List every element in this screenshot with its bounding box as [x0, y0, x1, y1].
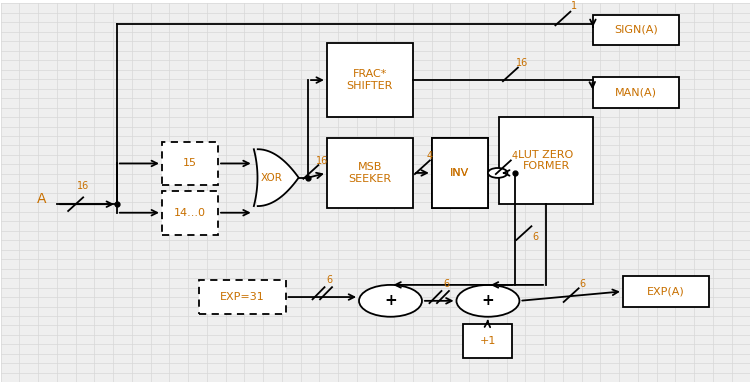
Text: EXP=31: EXP=31	[220, 292, 265, 302]
Text: 1: 1	[571, 2, 578, 11]
Text: +: +	[384, 293, 397, 308]
Bar	[463, 324, 512, 358]
Text: 4: 4	[511, 151, 517, 161]
Text: LUT ZERO
FORMER: LUT ZERO FORMER	[518, 150, 574, 172]
Text: EXP(A): EXP(A)	[647, 286, 685, 296]
Text: XOR: XOR	[261, 173, 283, 183]
Text: INV: INV	[450, 168, 469, 178]
Bar	[432, 138, 488, 208]
Text: SIGN(A): SIGN(A)	[614, 25, 658, 35]
Text: FRAC*
SHIFTER: FRAC* SHIFTER	[347, 69, 393, 91]
Circle shape	[488, 168, 508, 178]
Bar	[432, 138, 488, 208]
Text: 14...0: 14...0	[174, 208, 206, 218]
Text: +: +	[481, 293, 494, 308]
Bar	[162, 191, 218, 234]
Bar	[623, 276, 709, 306]
Text: INV: INV	[450, 168, 469, 178]
Text: 16: 16	[316, 155, 328, 165]
Text: 6: 6	[579, 279, 586, 289]
Text: +1: +1	[479, 336, 496, 345]
Text: 16: 16	[77, 181, 89, 191]
Bar	[199, 280, 285, 314]
Text: A: A	[37, 192, 47, 206]
Bar	[162, 142, 218, 185]
Text: 6: 6	[533, 232, 539, 242]
Polygon shape	[258, 149, 299, 206]
Circle shape	[359, 285, 422, 317]
Circle shape	[457, 285, 520, 317]
Bar	[593, 77, 679, 108]
Bar	[593, 15, 679, 45]
Bar	[327, 43, 413, 117]
Text: 4: 4	[427, 151, 433, 161]
Bar	[327, 138, 413, 208]
Text: MAN(A): MAN(A)	[615, 87, 657, 97]
Text: 6: 6	[327, 275, 333, 285]
Bar	[499, 117, 593, 204]
Text: 16: 16	[515, 58, 528, 68]
Text: 15: 15	[183, 159, 197, 169]
Text: MSB
SEEKER: MSB SEEKER	[348, 162, 391, 184]
Text: 6: 6	[444, 279, 450, 289]
